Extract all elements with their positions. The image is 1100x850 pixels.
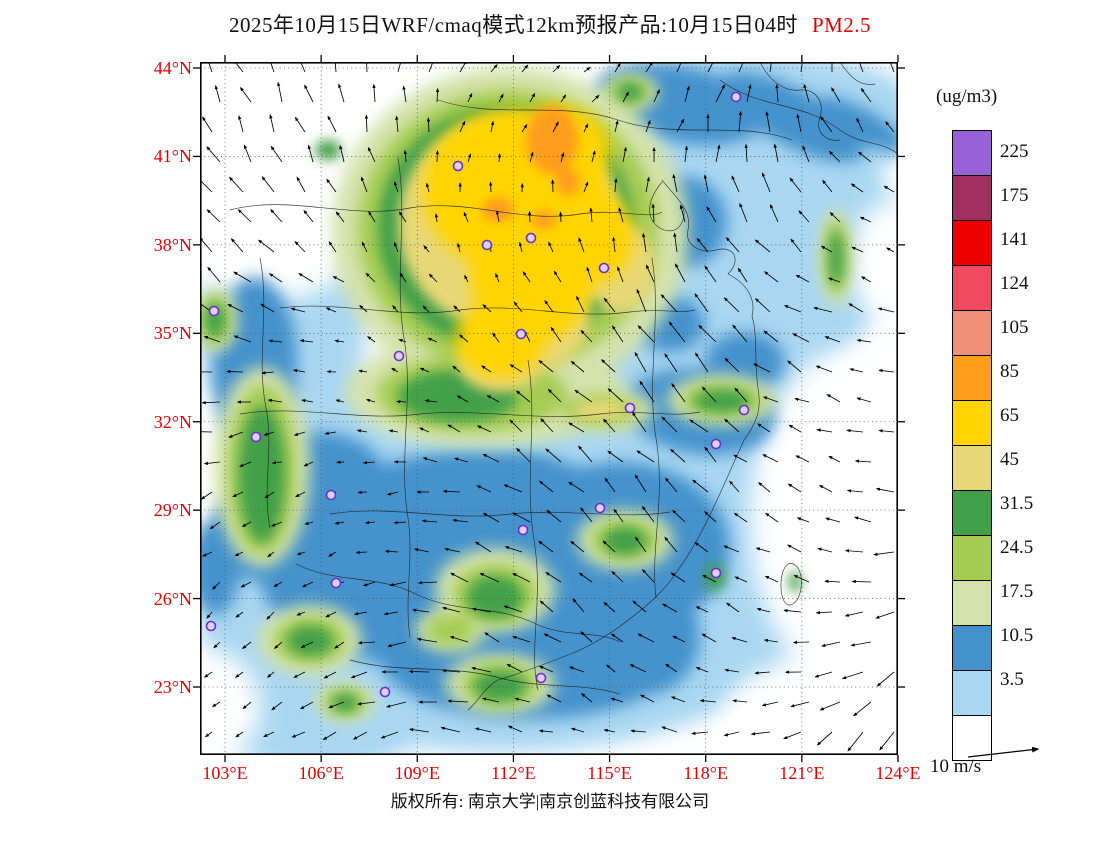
lat-tick-label: 41°N [153,146,192,167]
colorbar-label: 45 [1000,449,1019,470]
lat-tick-label: 29°N [153,500,192,521]
colorbar-label: 175 [1000,185,1029,206]
colorbar-level [953,311,991,356]
city-marker [481,239,493,251]
colorbar-level [953,626,991,671]
colorbar-label: 141 [1000,229,1029,250]
wind-vector-field [200,62,895,752]
lon-tick-label: 112°E [491,763,536,783]
city-marker [250,431,262,443]
colorbar-level [953,401,991,446]
lat-tick-label: 32°N [153,411,192,432]
colorbar-level [953,671,991,716]
colorbar-level [953,536,991,581]
city-marker [205,620,217,632]
pm25-filled-contours [200,62,898,755]
colorbar-level [953,356,991,401]
colorbar-level [953,131,991,176]
colorbar-label: 10.5 [1000,625,1034,646]
city-marker [208,305,220,317]
colorbar-label: 124 [1000,273,1029,294]
lat-tick-label: 23°N [153,677,192,697]
colorbar-level [953,446,991,491]
city-marker [517,524,529,536]
city-marker [393,350,405,362]
city-marker [598,262,610,274]
colorbar-label: 225 [1000,141,1029,162]
colorbar-label: 3.5 [1000,669,1024,690]
lon-tick-label: 103°E [202,763,248,783]
wind-scale-label: 10 m/s [930,756,982,777]
city-marker [325,489,337,501]
city-marker [379,686,391,698]
city-marker [535,672,547,684]
colorbar-level [953,221,991,266]
lon-tick-label: 121°E [779,763,825,783]
colorbar-level [953,716,991,760]
colorbar-label: 85 [1000,361,1019,382]
colorbar-label: 31.5 [1000,493,1034,514]
lon-tick-label: 106°E [298,763,344,783]
city-marker [330,577,342,589]
city-marker [525,232,537,244]
colorbar-level [953,266,991,311]
city-marker [710,567,722,579]
colorbar-label: 17.5 [1000,581,1034,602]
wind-scale-arrow [967,746,1040,758]
lat-tick-label: 35°N [153,323,192,344]
colorbar-units: (ug/m3) [936,86,998,107]
colorbar-label: 105 [1000,317,1029,338]
colorbar [952,130,992,761]
copyright-text: 版权所有: 南京大学|南京创蓝科技有限公司 [390,792,710,811]
city-marker [738,404,750,416]
city-marker [452,160,464,172]
lon-tick-label: 109°E [394,763,440,783]
axis-ticks [193,55,905,762]
lon-tick-label: 115°E [587,763,632,783]
city-marker [710,438,722,450]
colorbar-label: 65 [1000,405,1019,426]
city-marker [594,502,606,514]
lat-tick-label: 44°N [153,58,192,78]
colorbar-level [953,581,991,626]
city-marker [515,328,527,340]
title-species: PM2.5 [811,13,872,37]
lat-tick-label: 38°N [153,234,192,255]
lon-tick-label: 118°E [683,763,728,783]
map-frame [200,62,899,756]
colorbar-level [953,176,991,221]
colorbar-label: 24.5 [1000,537,1034,558]
city-markers [205,91,750,698]
colorbar-level [953,491,991,536]
forecast-map [193,55,905,762]
page-title: 2025年10月15日WRF/cmaq模式12km预报产品:10月15日04时 P… [0,9,1100,39]
title-main: 2025年10月15日WRF/cmaq模式12km预报产品:10月15日04时 [228,13,798,37]
city-marker [730,91,742,103]
lat-tick-label: 26°N [153,588,192,609]
lon-tick-label: 124°E [875,763,921,783]
city-marker [624,402,636,414]
